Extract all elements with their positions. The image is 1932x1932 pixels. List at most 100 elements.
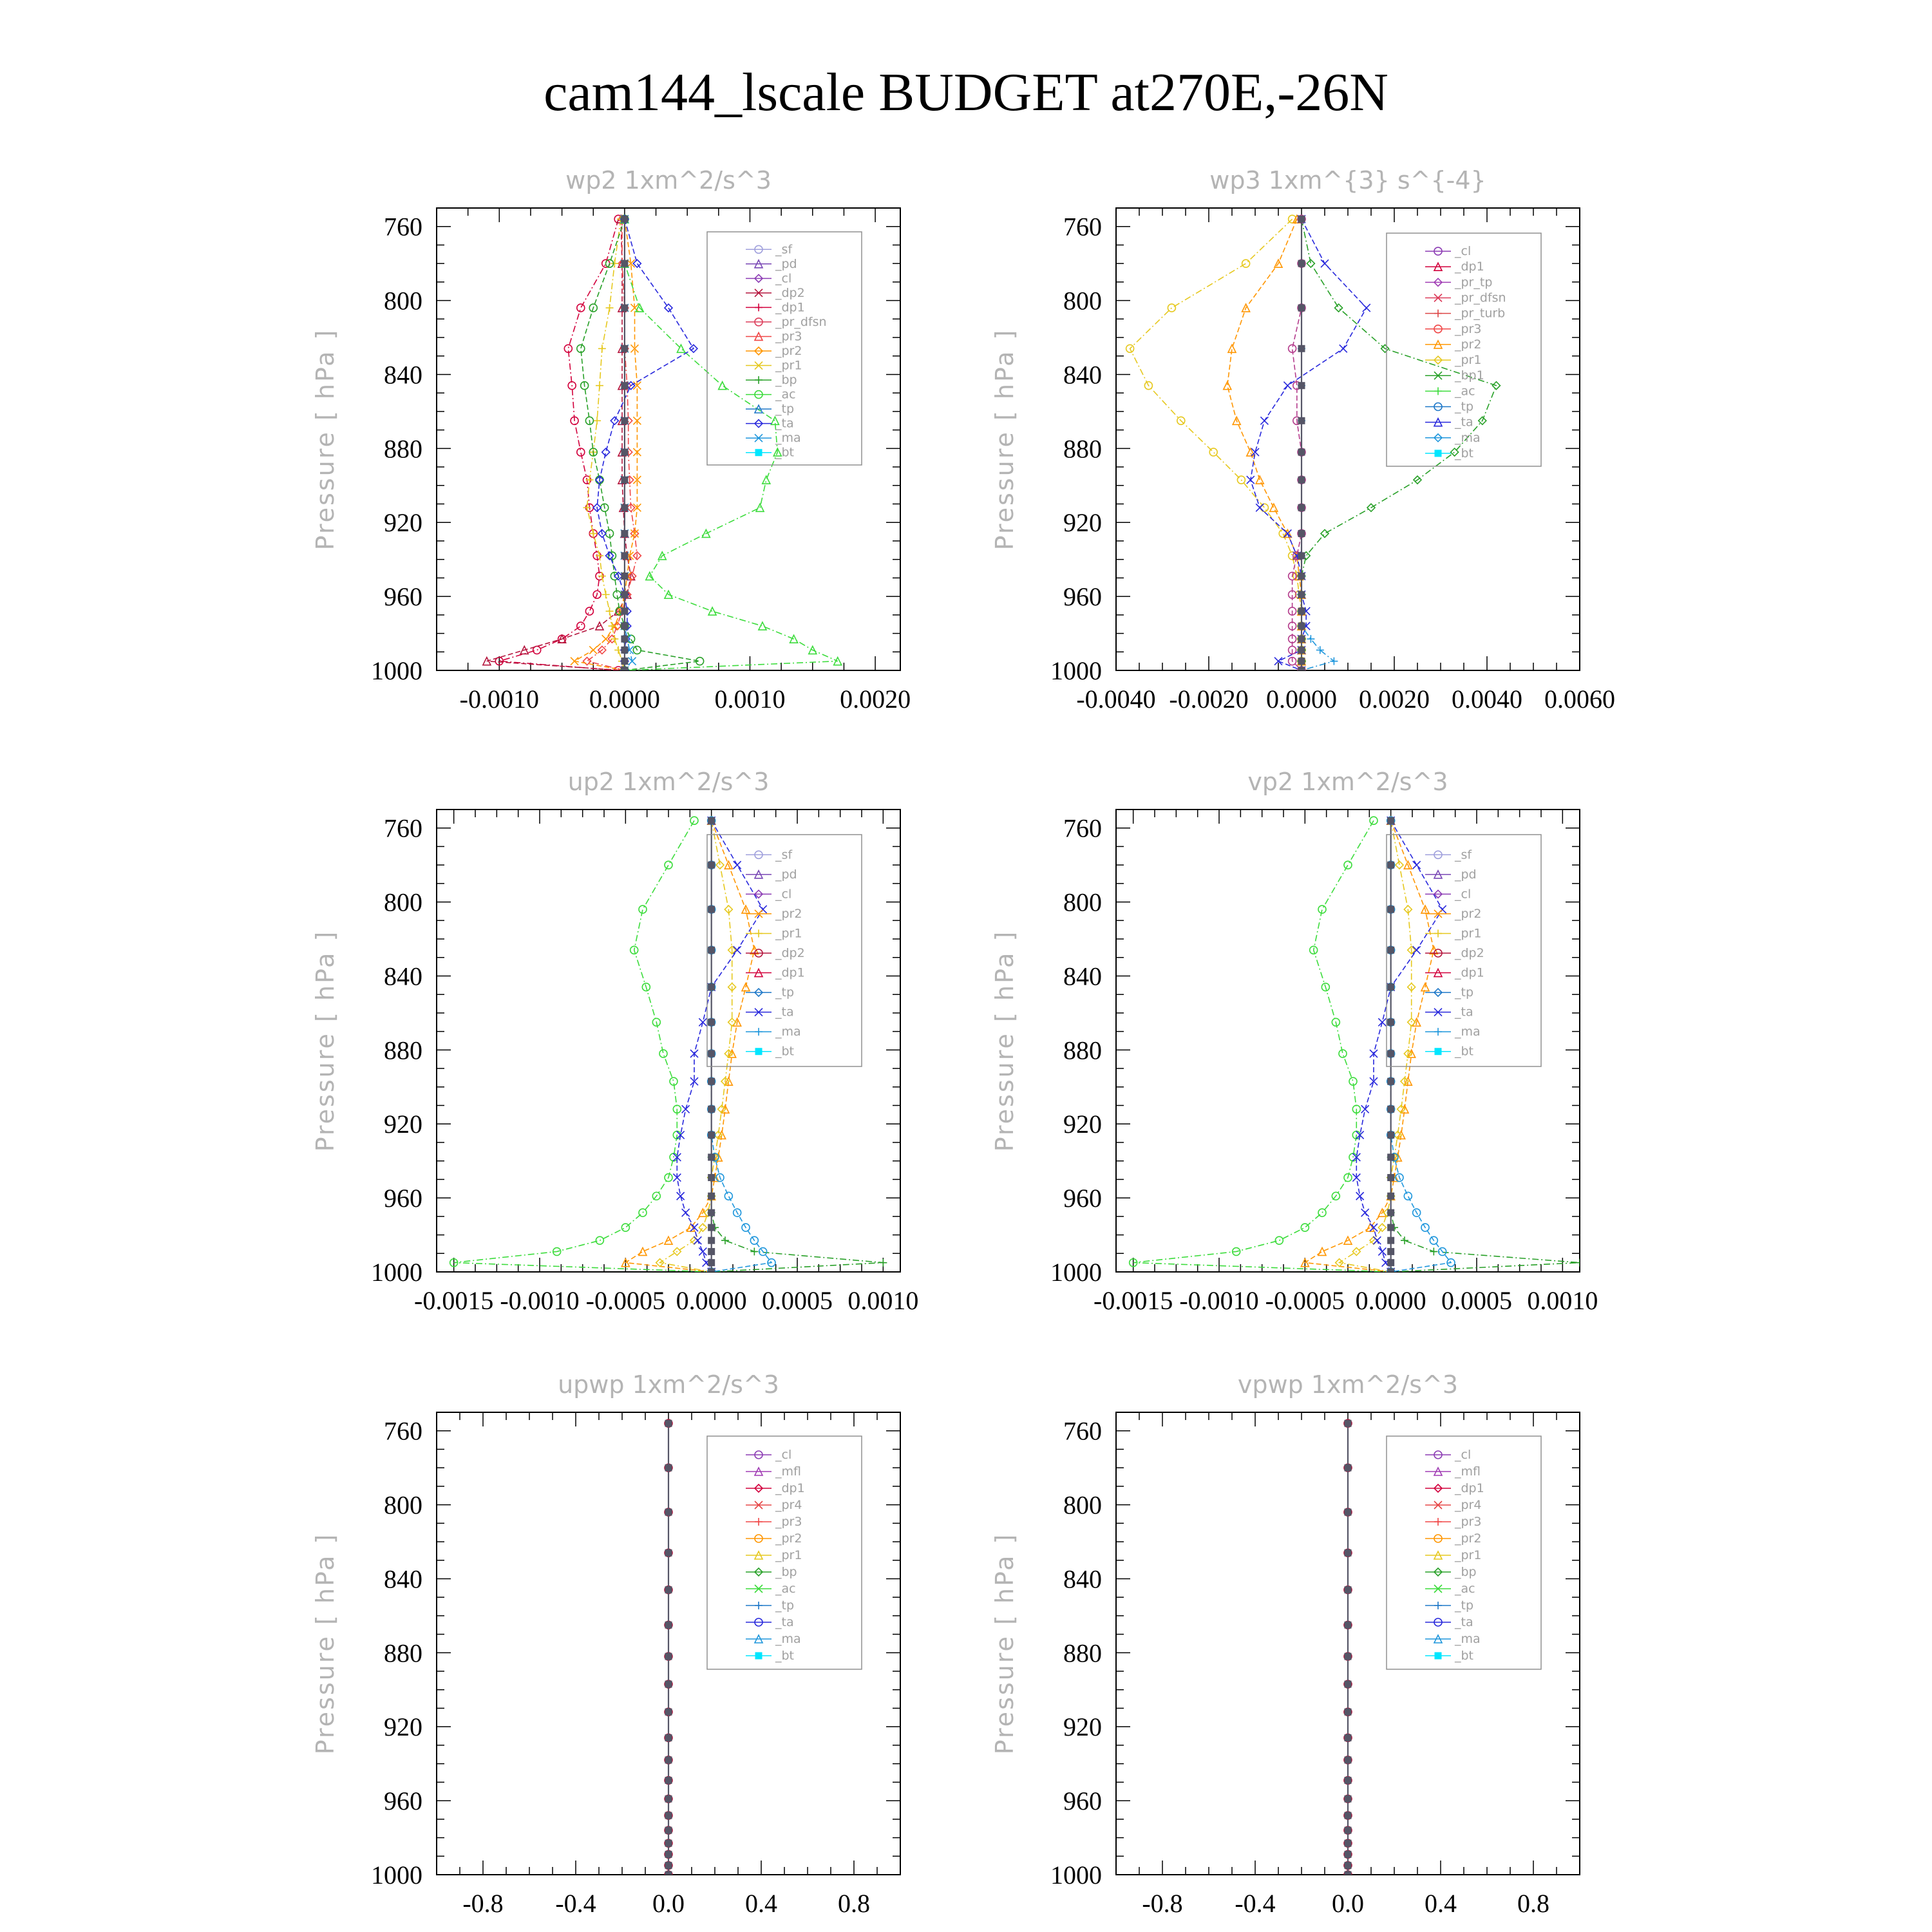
chart-panel-3: up2 1xm^2/s^3 Pressure [ hPa ] 760 800 840 88… <box>311 768 918 1315</box>
data-point <box>1362 303 1371 312</box>
y-axis-label: Pressure [ hPa ] <box>311 930 339 1152</box>
data-point <box>567 381 576 390</box>
legend-marker <box>755 449 762 457</box>
data-point <box>708 1131 715 1139</box>
data-point <box>1344 1653 1352 1660</box>
legend-entry: _dp1 <box>775 300 805 314</box>
y-tick-label: 800 <box>384 287 422 316</box>
data-point <box>1403 860 1413 869</box>
legend-frame <box>706 231 862 466</box>
legend-entry: _ma <box>775 1632 801 1646</box>
data-point <box>1412 475 1423 485</box>
data-point <box>755 502 765 513</box>
data-point <box>1378 1018 1387 1027</box>
legend-entry: _ta <box>775 1005 794 1019</box>
data-point <box>1306 259 1316 269</box>
legend-marker <box>1434 324 1443 334</box>
panel-title: wp2 1xm^2/s^3 <box>565 166 772 194</box>
panel-title: up2 1xm^2/s^3 <box>568 768 770 796</box>
legend-marker <box>753 1567 764 1577</box>
legend-entry: _sf <box>775 848 793 862</box>
legend-marker <box>755 1652 762 1660</box>
data-point <box>708 1236 715 1244</box>
data-point <box>1387 1236 1395 1244</box>
data-point <box>1361 1104 1370 1113</box>
x-tick-label: -0.8 <box>1142 1889 1182 1918</box>
page-title: cam144_lscale BUDGET at270E,-26N <box>544 62 1388 122</box>
data-point <box>634 303 645 312</box>
data-point <box>1316 646 1324 654</box>
data-point <box>1403 1048 1413 1059</box>
legend-marker <box>1433 869 1443 879</box>
y-tick-label: 1000 <box>1050 1258 1102 1287</box>
data-point <box>638 1208 647 1217</box>
legend-entry: _bp <box>1454 1565 1477 1579</box>
data-point <box>1241 303 1251 312</box>
data-point <box>621 260 629 267</box>
data-point <box>645 571 655 581</box>
data-point <box>1576 1258 1580 1267</box>
series-line <box>1390 820 1452 1272</box>
data-point <box>708 983 715 991</box>
legend-entry: _bt <box>775 446 794 460</box>
legend-entry: _bt <box>775 1649 794 1663</box>
data-point <box>1387 1131 1395 1139</box>
legend-entry: _pr1 <box>775 926 802 940</box>
data-point <box>708 817 715 824</box>
y-tick-label: 960 <box>384 582 422 611</box>
series-line <box>1129 218 1302 670</box>
data-point <box>1344 1850 1352 1858</box>
data-point <box>1283 528 1293 538</box>
data-point <box>724 1076 734 1086</box>
data-point <box>717 380 727 390</box>
legend-marker <box>1434 850 1443 860</box>
x-tick-label: -0.4 <box>555 1889 596 1918</box>
y-tick-label: 880 <box>1063 1036 1102 1065</box>
data-point <box>594 475 605 485</box>
panel-title: wp3 1xm^{3} s^{-4} <box>1209 166 1486 194</box>
data-point <box>1387 1174 1395 1182</box>
data-point <box>1246 475 1255 484</box>
x-tick-label: 0.0020 <box>1359 685 1430 714</box>
legend-marker <box>1434 450 1442 457</box>
data-point <box>733 945 742 954</box>
data-point <box>693 1236 702 1245</box>
y-tick-label: 800 <box>384 888 422 917</box>
series-line <box>453 820 712 1272</box>
series-group <box>482 214 842 670</box>
data-point <box>552 1247 562 1256</box>
data-point <box>1343 860 1352 869</box>
data-point <box>724 860 734 869</box>
data-point <box>657 551 667 560</box>
data-point <box>1298 635 1305 643</box>
data-point <box>669 1077 678 1086</box>
legend-entry: _tp <box>775 402 794 416</box>
y-tick-label: 1000 <box>371 656 422 685</box>
legend-marker <box>1433 433 1443 442</box>
data-point <box>1406 982 1416 992</box>
data-point <box>1300 1257 1310 1267</box>
y-tick-label: 840 <box>1063 360 1102 389</box>
data-point <box>1369 1077 1378 1086</box>
data-point <box>1287 571 1297 581</box>
plot-frame <box>436 207 901 671</box>
data-point <box>664 1173 673 1182</box>
data-point <box>1287 645 1297 655</box>
data-point <box>632 503 641 512</box>
data-point <box>614 571 623 581</box>
legend-marker <box>753 331 764 341</box>
data-point <box>1412 1208 1421 1217</box>
data-point <box>1429 1236 1439 1245</box>
x-tick-label: 0.0010 <box>1527 1286 1598 1315</box>
data-point <box>1231 1247 1241 1256</box>
data-point <box>672 1173 681 1182</box>
data-point <box>1387 1247 1395 1255</box>
plot-frame <box>1115 207 1580 671</box>
legend-marker <box>1434 371 1443 380</box>
data-point <box>1349 1077 1358 1086</box>
data-point <box>1245 447 1256 457</box>
data-point <box>1406 945 1416 955</box>
data-point <box>1260 416 1269 425</box>
data-point <box>1387 1105 1395 1113</box>
data-point <box>1344 1871 1352 1875</box>
